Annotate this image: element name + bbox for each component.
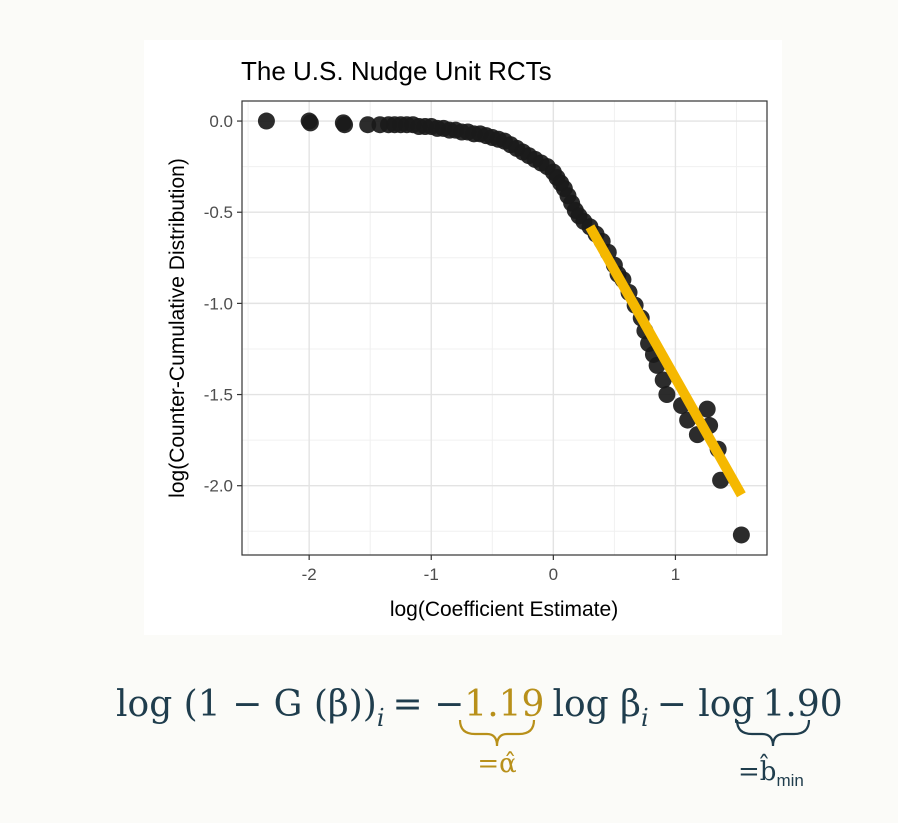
x-tick-label: -2 [302,565,317,584]
y-tick-label: -2.0 [204,477,233,496]
grid [242,101,767,555]
chart-card: The U.S. Nudge Unit RCTs -2 -1 0 1 0.0 -0.5 -… [144,40,782,635]
x-axis-label: log(Coefficient Estimate) [390,598,618,621]
data-point [654,371,672,389]
chart-title: The U.S. Nudge Unit RCTs [241,56,552,86]
data-point [359,116,377,134]
b-label: =b̂ [738,753,776,787]
y-tick-label: -1.5 [204,386,233,405]
formula-left-sub: i [377,704,385,732]
y-tick-label: -0.5 [204,203,233,222]
svg-text:=b̂min: =b̂min [738,753,804,790]
fit-line-layer [585,224,746,498]
alpha-label: =α̂ [477,749,516,779]
data-point [698,400,716,418]
alpha-underbrace [458,719,536,747]
x-axis: -2 -1 0 1 [302,555,680,584]
formula-middle: log β [552,684,641,725]
y-axis-label: log(Counter-Cumulative Distribution) [166,158,189,498]
formula-b-value: 1.90 [762,684,842,725]
formula-minus-log: − log [657,684,755,725]
data-point [257,112,275,130]
b-underbrace [735,719,811,747]
formula-equation: log (1 − G (β))i = −1.19 log βi − log 1.90 =… [116,684,843,790]
formula-left: log (1 − G (β)) [116,684,377,725]
data-point [658,386,676,404]
data-point [712,471,730,489]
y-tick-label: -1.0 [204,294,233,313]
formula-alpha-value: 1.19 [464,684,544,725]
y-tick-label: 0.0 [209,112,233,131]
b-label-sub: min [776,771,803,790]
x-tick-label: 1 [671,565,680,584]
y-axis: 0.0 -0.5 -1.0 -1.5 -2.0 [204,112,242,496]
fit-line [585,224,746,498]
formula-panel: log (1 − G (β))i = −1.19 log βi − log 1.90 =… [0,672,898,812]
x-tick-label: 0 [549,565,558,584]
points-layer [257,112,750,544]
plot-panel-border [241,100,768,556]
data-point [336,116,354,134]
scatter-chart: The U.S. Nudge Unit RCTs -2 -1 0 1 0.0 -0.5 -… [166,56,768,621]
x-tick-label: -1 [424,565,439,584]
data-point [732,526,750,544]
data-point [301,114,319,132]
formula-middle-sub: i [641,704,649,732]
formula-equals: = − [393,684,465,725]
